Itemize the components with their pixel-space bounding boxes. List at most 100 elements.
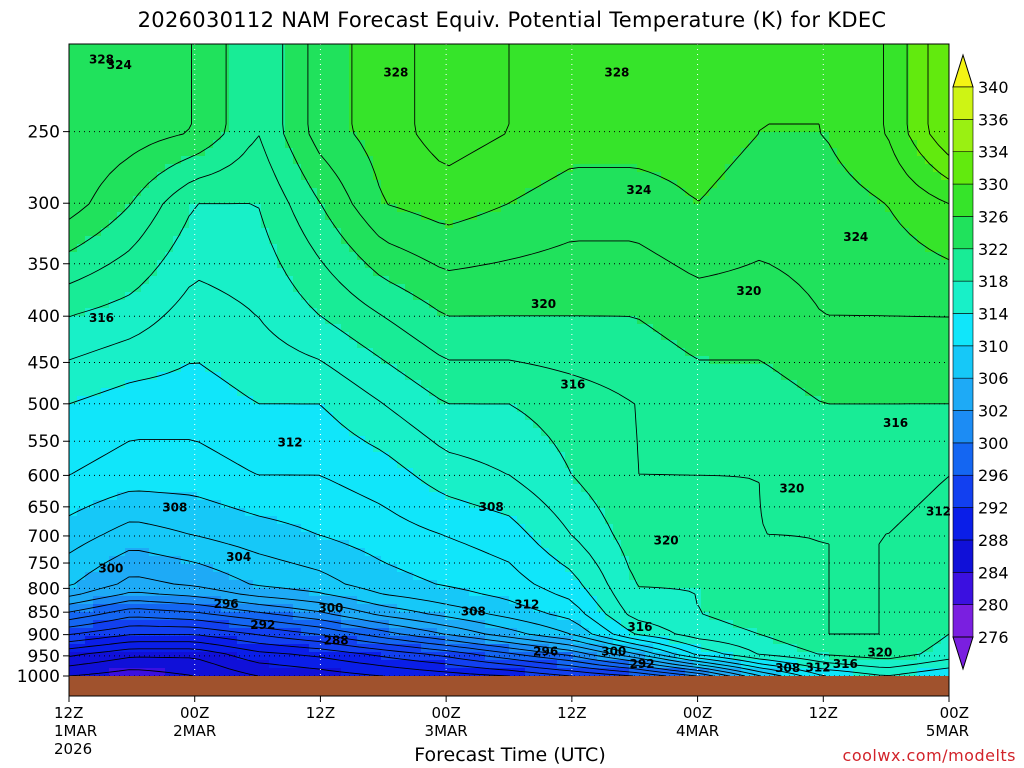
field-cell [173,380,182,389]
field-cell [501,412,510,421]
field-cell [133,660,142,669]
field-cell [501,340,510,349]
field-cell [237,260,246,269]
field-cell [517,68,526,77]
field-cell [517,60,526,69]
field-cell [261,452,270,461]
field-cell [141,212,150,221]
field-cell [181,564,190,573]
field-cell [461,316,470,325]
field-cell [525,660,534,669]
field-cell [213,580,222,589]
field-cell [477,668,486,676]
field-cell [165,140,174,149]
field-cell [437,372,446,381]
field-cell [517,564,526,573]
field-cell [197,68,206,77]
field-cell [493,132,502,141]
field-cell [429,180,438,189]
field-cell [221,324,230,333]
field-cell [205,212,214,221]
field-cell [213,508,222,517]
field-cell [437,492,446,501]
field-cell [101,180,110,189]
field-cell [205,644,214,653]
field-cell [93,628,102,637]
field-cell [189,660,198,669]
field-cell [413,404,422,413]
field-cell [365,188,374,197]
field-cell [85,164,94,173]
field-cell [173,628,182,637]
field-cell [557,516,566,525]
field-cell [389,196,398,205]
field-cell [85,292,94,301]
field-cell [301,84,310,93]
field-cell [261,92,270,101]
field-cell [437,92,446,101]
field-cell [485,204,494,213]
field-cell [149,60,158,69]
field-cell [365,668,374,676]
field-cell [261,476,270,485]
field-cell [413,68,422,77]
field-cell [245,124,254,133]
field-cell [181,612,190,621]
field-cell [205,452,214,461]
field-cell [533,180,542,189]
field-cell [341,476,350,485]
field-cell [437,172,446,181]
field-cell [93,660,102,669]
field-cell [205,548,214,557]
field-cell [237,596,246,605]
field-cell [533,92,542,101]
field-cell [253,268,262,277]
field-cell [261,356,270,365]
field-cell [245,60,254,69]
field-cell [509,300,518,309]
field-cell [445,124,454,133]
field-cell [285,492,294,501]
field-cell [245,516,254,525]
field-cell [125,116,134,125]
field-cell [317,220,326,229]
field-cell [237,188,246,197]
field-cell [509,460,518,469]
field-cell [349,268,358,277]
field-cell [541,484,550,493]
field-cell [389,84,398,93]
field-cell [109,532,118,541]
field-cell [229,596,238,605]
field-cell [229,396,238,405]
field-cell [173,364,182,373]
field-cell [293,44,302,53]
field-cell [189,164,198,173]
field-cell [85,244,94,253]
field-cell [253,388,262,397]
field-cell [229,92,238,101]
field-cell [517,476,526,485]
field-cell [509,436,518,445]
field-cell [317,76,326,85]
field-cell [549,164,558,173]
field-cell [277,100,286,109]
field-cell [109,588,118,597]
field-cell [261,324,270,333]
field-cell [325,308,334,317]
field-cell [213,164,222,173]
field-cell [293,572,302,581]
field-cell [285,412,294,421]
field-cell [397,156,406,165]
field-cell [245,540,254,549]
field-cell [205,572,214,581]
field-cell [77,380,86,389]
field-cell [453,180,462,189]
field-cell [477,452,486,461]
field-cell [165,508,174,517]
field-cell [309,132,318,141]
field-cell [317,668,326,676]
field-cell [157,556,166,565]
field-cell [301,316,310,325]
field-cell [533,108,542,117]
field-cell [197,132,206,141]
